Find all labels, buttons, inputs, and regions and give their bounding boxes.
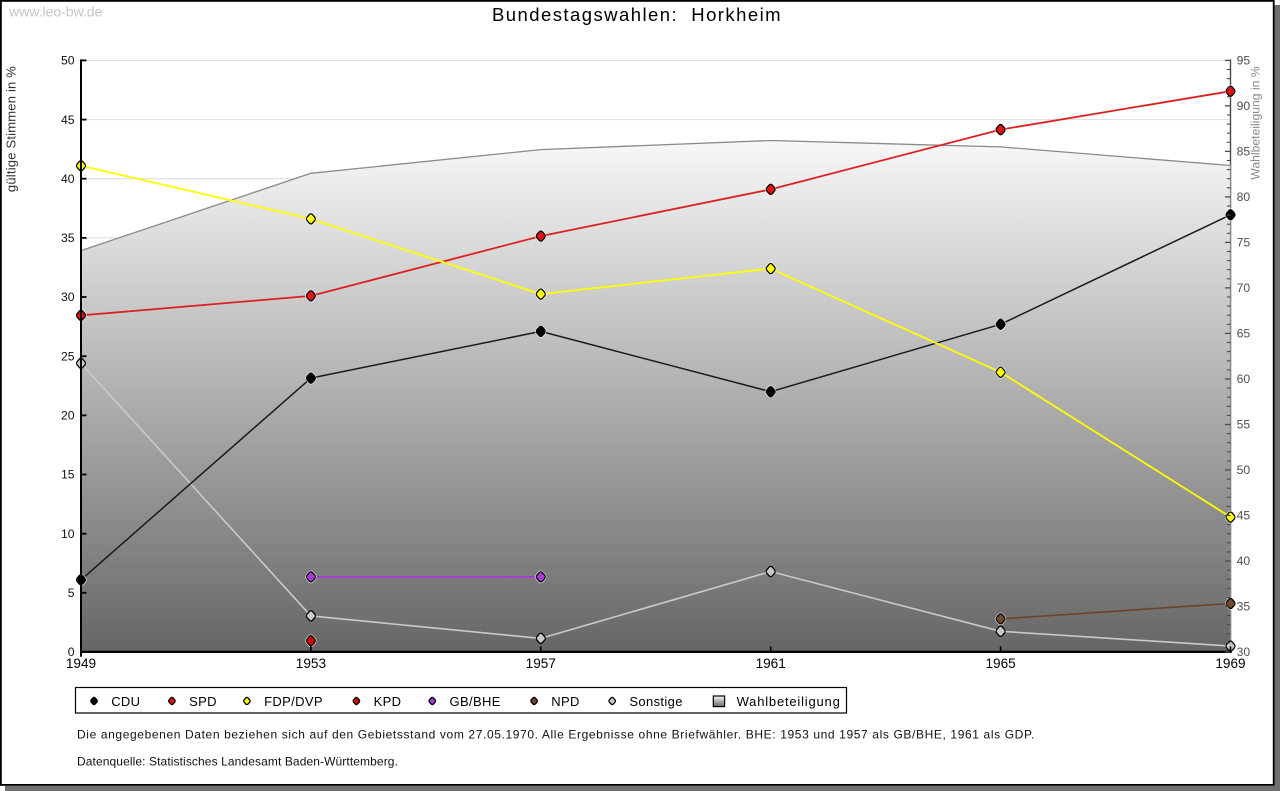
svg-text:Wahlbeteiligung: Wahlbeteiligung [737, 694, 841, 709]
svg-text:5: 5 [68, 586, 75, 600]
svg-text:Die angegebenen Daten beziehen: Die angegebenen Daten beziehen sich auf … [77, 728, 1035, 742]
svg-text:CDU: CDU [111, 694, 140, 709]
svg-text:Datenquelle: Statistisches Lan: Datenquelle: Statistisches Landesamt Bad… [77, 755, 398, 769]
svg-text:10: 10 [61, 527, 75, 541]
svg-text:35: 35 [1237, 600, 1251, 614]
svg-text:1965: 1965 [985, 656, 1015, 671]
svg-text:1969: 1969 [1215, 656, 1245, 671]
svg-text:GB/BHE: GB/BHE [450, 694, 501, 709]
svg-text:www.leo-bw.de: www.leo-bw.de [8, 5, 103, 21]
svg-text:65: 65 [1237, 327, 1251, 341]
svg-text:70: 70 [1237, 281, 1251, 295]
svg-text:80: 80 [1237, 190, 1251, 204]
svg-text:25: 25 [61, 349, 75, 363]
svg-text:40: 40 [1237, 554, 1251, 568]
svg-text:1957: 1957 [526, 656, 556, 671]
svg-text:SPD: SPD [189, 694, 217, 709]
svg-text:45: 45 [61, 113, 75, 127]
svg-text:50: 50 [1237, 463, 1251, 477]
svg-text:KPD: KPD [374, 694, 402, 709]
svg-text:NPD: NPD [551, 694, 580, 709]
svg-text:90: 90 [1237, 99, 1251, 113]
svg-text:Wahlbeteiligung in %: Wahlbeteiligung in % [1249, 66, 1263, 180]
svg-text:60: 60 [1237, 372, 1251, 386]
svg-text:30: 30 [61, 290, 75, 304]
svg-text:75: 75 [1237, 236, 1251, 250]
svg-text:40: 40 [61, 172, 75, 186]
svg-text:85: 85 [1237, 145, 1251, 159]
svg-text:45: 45 [1237, 509, 1251, 523]
svg-text:30: 30 [1237, 645, 1251, 659]
svg-text:FDP/DVP: FDP/DVP [264, 694, 323, 709]
svg-text:15: 15 [61, 468, 75, 482]
svg-text:1949: 1949 [66, 656, 96, 671]
svg-text:35: 35 [61, 231, 75, 245]
svg-text:Sonstige: Sonstige [629, 694, 682, 709]
svg-text:1961: 1961 [756, 656, 786, 671]
svg-text:20: 20 [61, 409, 75, 423]
svg-text:50: 50 [61, 54, 75, 68]
svg-text:0: 0 [68, 645, 75, 659]
svg-text:55: 55 [1237, 418, 1251, 432]
svg-text:95: 95 [1237, 54, 1251, 68]
svg-text:gültige Stimmen in %: gültige Stimmen in % [4, 66, 19, 192]
svg-text:Bundestagswahlen: Horkheim: Bundestagswahlen: Horkheim [492, 4, 782, 25]
svg-text:1953: 1953 [296, 656, 326, 671]
